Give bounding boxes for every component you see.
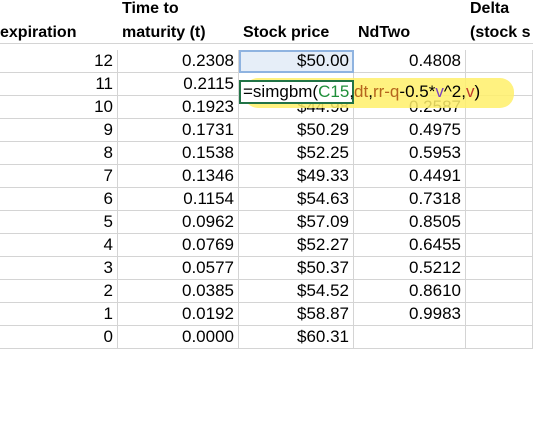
cell-ndtwo[interactable] <box>354 326 466 349</box>
cell-stock-price[interactable]: $49.33 <box>239 165 354 188</box>
cell-stock-price[interactable]: $50.37 <box>239 257 354 280</box>
cell-stock-price[interactable]: $58.87 <box>239 303 354 326</box>
cell-expiration[interactable]: 6 <box>0 188 118 211</box>
cell-time[interactable]: 0.0962 <box>118 211 239 234</box>
cell-stock-price[interactable]: $50.00 <box>239 50 354 73</box>
formula-text[interactable]: =simgbm(C15,dt,rr-q-0.5*v^2,v) <box>241 80 482 104</box>
cell-expiration[interactable]: 4 <box>0 234 118 257</box>
cell-expiration[interactable]: 11 <box>0 73 118 96</box>
formula-arg-v: v <box>435 82 444 101</box>
formula-term: -0.5* <box>399 82 436 101</box>
cell-stock-price[interactable]: $60.31 <box>239 326 354 349</box>
cell-delta[interactable] <box>466 257 533 280</box>
cell-time[interactable]: 0.0192 <box>118 303 239 326</box>
cell-ndtwo[interactable]: 0.4808 <box>354 50 466 73</box>
header-stock-price[interactable]: Stock price <box>239 22 354 44</box>
cell-stock-price[interactable]: $54.63 <box>239 188 354 211</box>
cell-time[interactable]: 0.0000 <box>118 326 239 349</box>
cell-expiration[interactable]: 8 <box>0 142 118 165</box>
cell-time[interactable]: 0.0577 <box>118 257 239 280</box>
cell-expiration[interactable]: 9 <box>0 119 118 142</box>
cell-time[interactable]: 0.1154 <box>118 188 239 211</box>
cell-time[interactable]: 0.1731 <box>118 119 239 142</box>
cell-ndtwo[interactable]: 0.6455 <box>354 234 466 257</box>
cell-time[interactable]: 0.1923 <box>118 96 239 119</box>
cell-expiration[interactable]: 10 <box>0 96 118 119</box>
cell-ndtwo[interactable]: 0.4491 <box>354 165 466 188</box>
cell-delta[interactable] <box>466 142 533 165</box>
cell-stock-price[interactable]: $54.52 <box>239 280 354 303</box>
cell-ndtwo[interactable]: 0.5212 <box>354 257 466 280</box>
cell-expiration[interactable]: 0 <box>0 326 118 349</box>
cell-ndtwo[interactable]: 0.4975 <box>354 119 466 142</box>
cell-stock-price[interactable]: $50.29 <box>239 119 354 142</box>
formula-arg-c15: C15 <box>318 82 350 101</box>
cell-ndtwo[interactable]: 0.8505 <box>354 211 466 234</box>
cell-expiration[interactable]: 1 <box>0 303 118 326</box>
cell-expiration[interactable]: 3 <box>0 257 118 280</box>
formula-arg-v: v <box>465 82 475 101</box>
cell-expiration[interactable]: 12 <box>0 50 118 73</box>
cell-stock-price[interactable]: $52.25 <box>239 142 354 165</box>
header-delta[interactable]: Delta <box>470 0 510 17</box>
header-time-to[interactable]: Time to <box>122 0 179 17</box>
cell-ndtwo[interactable]: 0.7318 <box>354 188 466 211</box>
header-maturity[interactable]: maturity (t) <box>118 22 239 44</box>
formula-sep: , <box>349 82 355 101</box>
cell-stock-price[interactable]: $52.27 <box>239 234 354 257</box>
cell-stock-price[interactable]: $57.09 <box>239 211 354 234</box>
cell-time[interactable]: 0.1538 <box>118 142 239 165</box>
cell-time[interactable]: 0.2115 <box>118 73 239 96</box>
cell-expiration[interactable]: 2 <box>0 280 118 303</box>
cell-ndtwo[interactable]: 0.5953 <box>354 142 466 165</box>
active-cell-editor[interactable] <box>239 80 354 104</box>
cell-delta[interactable] <box>466 211 533 234</box>
header-expiration[interactable]: expiration <box>0 22 118 44</box>
cell-delta[interactable] <box>466 234 533 257</box>
cell-delta[interactable] <box>466 165 533 188</box>
cell-time[interactable]: 0.0769 <box>118 234 239 257</box>
formula-term: ^2, <box>443 82 466 101</box>
cell-delta[interactable] <box>466 280 533 303</box>
cell-time[interactable]: 0.0385 <box>118 280 239 303</box>
cell-expiration[interactable]: 7 <box>0 165 118 188</box>
formula-sep: , <box>368 82 373 101</box>
header-ndtwo[interactable]: NdTwo <box>354 22 466 44</box>
cell-delta[interactable] <box>466 50 533 73</box>
formula-arg-rr-q: rr-q <box>372 82 400 101</box>
cell-ndtwo[interactable]: 0.9983 <box>354 303 466 326</box>
cell-delta[interactable] <box>466 119 533 142</box>
cell-time[interactable]: 0.1346 <box>118 165 239 188</box>
cell-time[interactable]: 0.2308 <box>118 50 239 73</box>
cell-ndtwo[interactable]: 0.8610 <box>354 280 466 303</box>
formula-function: =simgbm( <box>243 82 319 101</box>
cell-delta[interactable] <box>466 326 533 349</box>
cell-expiration[interactable]: 5 <box>0 211 118 234</box>
formula-arg-dt: dt <box>354 82 369 101</box>
header-delta-stock[interactable]: (stock s <box>466 22 533 44</box>
cell-delta[interactable] <box>466 303 533 326</box>
cell-delta[interactable] <box>466 188 533 211</box>
formula-close: ) <box>474 82 481 101</box>
